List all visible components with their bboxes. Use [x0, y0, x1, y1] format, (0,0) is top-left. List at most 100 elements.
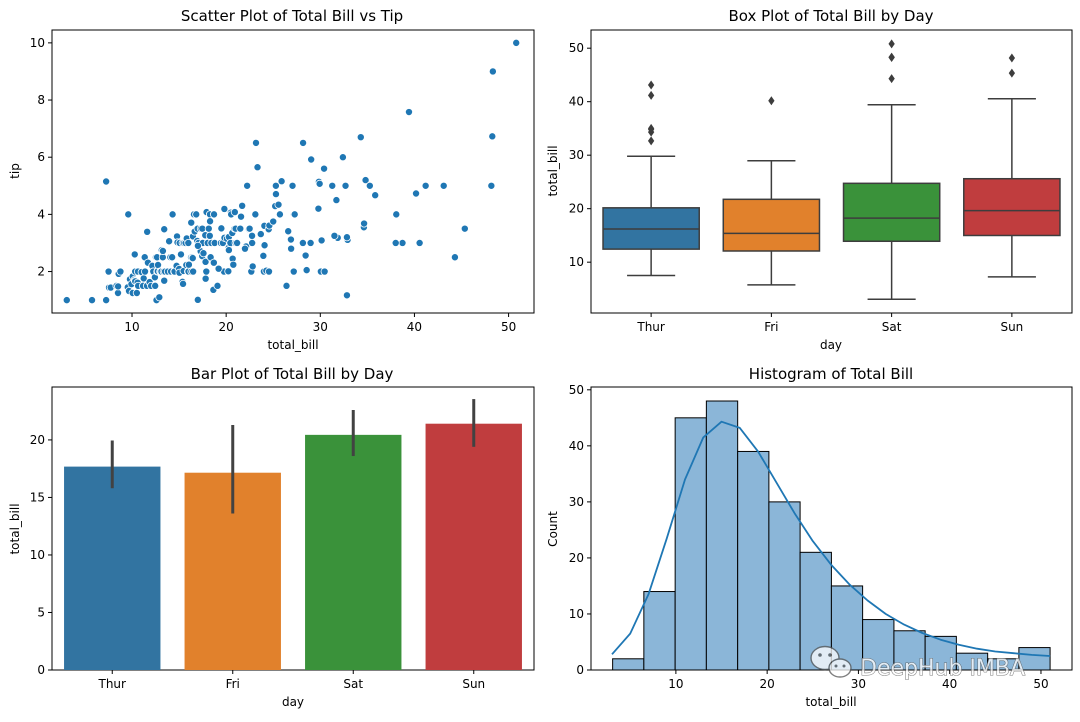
scatter-point — [256, 230, 265, 239]
scatter-point — [214, 264, 223, 273]
scatter-point — [230, 208, 239, 217]
scatter-point — [193, 241, 202, 250]
scatter-y-tick-label: 4 — [37, 207, 45, 221]
scatter-point — [151, 281, 160, 290]
scatter-point — [271, 190, 280, 199]
scatter-point — [199, 249, 208, 258]
scatter-point — [301, 251, 310, 260]
scatter-point — [342, 291, 351, 300]
scatter-point — [439, 181, 448, 190]
barplot-axes-frame — [51, 386, 535, 671]
scatter-point — [488, 67, 497, 76]
scatter-x-tick-label: 40 — [407, 320, 422, 334]
scatter-point — [205, 231, 214, 240]
boxplot-y-tick-label: 40 — [569, 95, 584, 109]
scatter-point — [269, 217, 278, 226]
histogram-y-tick-label: 30 — [569, 495, 584, 509]
scatter-point — [168, 210, 177, 219]
kde-curve — [611, 420, 1051, 657]
scatter-point — [141, 267, 150, 276]
scatter-point — [289, 267, 298, 276]
histogram-kde — [611, 420, 1051, 657]
scatter-point — [248, 231, 257, 240]
box-outlier — [647, 80, 655, 90]
histogram-bar — [643, 591, 676, 671]
scatter-point — [116, 267, 125, 276]
boxplot-title: Box Plot of Total Bill by Day — [728, 7, 933, 25]
histogram-bar — [862, 619, 895, 671]
scatter-point — [317, 236, 326, 245]
histogram-x-tick-label: 40 — [942, 677, 957, 691]
scatter-point — [275, 210, 284, 219]
boxplot-boxes — [602, 39, 1061, 301]
histogram-bars — [612, 400, 1051, 671]
boxplot-x-tick-label: Sun — [1000, 320, 1023, 334]
histogram-y-label: Count — [546, 511, 560, 547]
box-outlier — [888, 52, 895, 62]
barplot-title: Bar Plot of Total Bill by Day — [191, 365, 394, 383]
histogram-bar — [893, 630, 926, 671]
scatter-point — [356, 133, 365, 142]
scatter-point — [251, 210, 260, 219]
scatter-point — [341, 181, 350, 190]
scatter-axes-frame — [51, 29, 535, 314]
histogram-x-label: total_bill — [805, 695, 856, 709]
scatter-point — [330, 231, 339, 240]
histogram-x-tick-label: 50 — [1033, 677, 1048, 691]
bar-sat — [305, 434, 402, 670]
scatter-point — [143, 227, 152, 236]
box-outlier — [647, 123, 655, 133]
box-outlier — [1008, 68, 1016, 78]
scatter-point — [209, 258, 218, 267]
scatter-points — [62, 38, 521, 305]
scatter-point — [187, 218, 196, 227]
scatter-point — [220, 204, 229, 213]
scatter-point — [113, 288, 122, 297]
scatter-point — [229, 260, 238, 269]
scatter-point — [104, 267, 113, 276]
scatter-point — [320, 267, 329, 276]
histogram-y-tick-label: 40 — [569, 439, 584, 453]
box-outlier — [647, 90, 655, 100]
boxplot-y-label: total_bill — [546, 145, 560, 196]
scatter-point — [371, 191, 380, 200]
watermark-text: DeepHub IMBA — [860, 656, 1025, 681]
scatter-x-label: total_bill — [267, 338, 318, 352]
scatter-point — [302, 266, 311, 275]
boxplot-x-label: day — [820, 338, 842, 352]
scatter-point — [160, 276, 169, 285]
scatter-point — [224, 267, 233, 276]
scatter-point — [288, 181, 297, 190]
scatter-point — [124, 210, 133, 219]
scatter-point — [243, 181, 252, 190]
scatter-point — [338, 153, 347, 162]
box-outlier — [647, 136, 655, 146]
scatter-y-ticks: 2 4 6 8 10 — [30, 36, 52, 279]
scatter-point — [213, 281, 222, 290]
scatter-point — [260, 241, 269, 250]
barplot-y-ticks: 0 5 10 15 20 — [30, 433, 52, 677]
boxplot-y-tick-label: 30 — [569, 148, 584, 162]
histogram-x-tick-label: 10 — [668, 677, 683, 691]
scatter-point — [224, 246, 233, 255]
scatter-point — [282, 281, 291, 290]
scatter-point — [287, 244, 296, 253]
barplot-x-ticks: Thur Fri Sat Sun — [98, 670, 485, 691]
histogram-bar — [612, 658, 645, 671]
scatter-point — [165, 237, 174, 246]
barplot-y-tick-label: 0 — [37, 663, 45, 677]
scatter-point — [315, 179, 324, 188]
boxplot-axes-frame — [590, 29, 1073, 314]
scatter-y-tick-label: 6 — [37, 150, 45, 164]
scatter-x-tick-label: 20 — [219, 320, 234, 334]
histogram-bar — [768, 501, 801, 671]
scatter-point — [328, 181, 337, 190]
scatter-x-tick-label: 30 — [313, 320, 328, 334]
scatter-point — [286, 235, 295, 244]
scatter-point — [450, 253, 459, 262]
scatter-point — [176, 250, 185, 259]
scatter-point — [237, 212, 246, 221]
bar-thur — [64, 466, 161, 670]
scatter-title: Scatter Plot of Total Bill vs Tip — [181, 7, 403, 25]
